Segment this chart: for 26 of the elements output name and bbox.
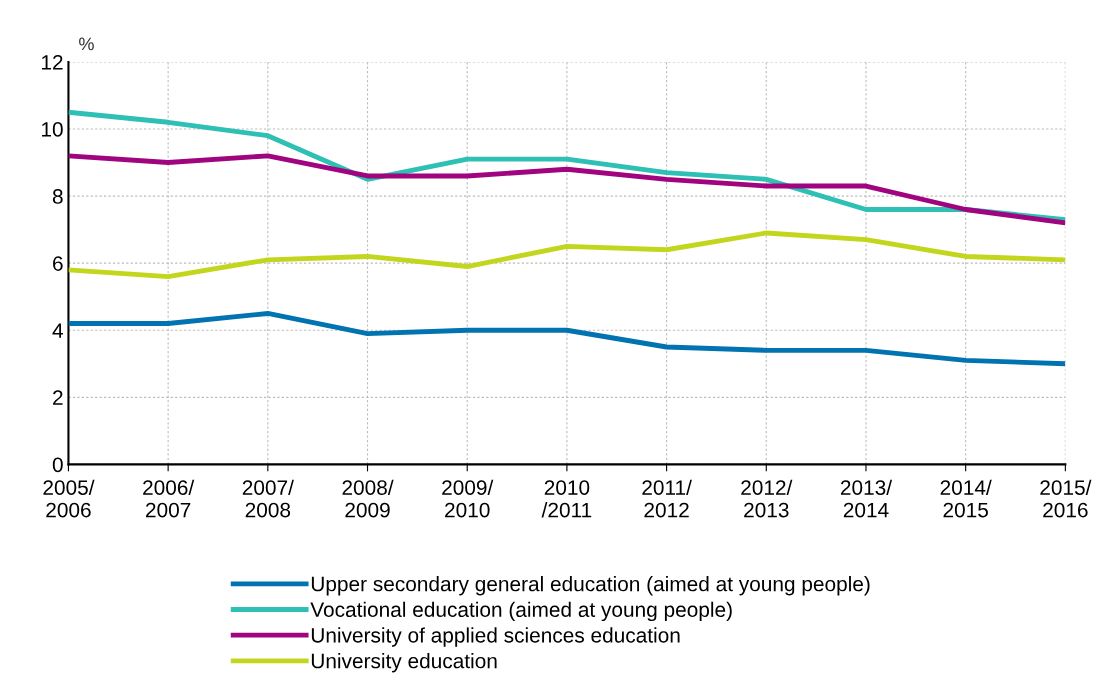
line-series bbox=[68, 311, 1066, 367]
y-tick-label: 8 bbox=[52, 189, 63, 204]
y-tick-label: 2 bbox=[53, 390, 63, 405]
y-tick-label: 12 bbox=[42, 54, 63, 70]
y-tick-label: 4 bbox=[52, 323, 63, 338]
x-tick-label: 2013/ 2014 bbox=[840, 479, 893, 518]
y-tick-label: 10 bbox=[42, 122, 63, 137]
x-tick-label: 2015/ 2016 bbox=[1040, 479, 1092, 518]
x-tick-label: 2014/ 2015 bbox=[940, 479, 992, 518]
legend-label: Upper secondary general education (aimed at young people) bbox=[311, 576, 870, 596]
x-tick-label: 2005/ 2006 bbox=[43, 479, 95, 518]
line-series bbox=[68, 153, 1066, 226]
y-tick-label: 0 bbox=[52, 457, 63, 473]
x-tick-label: 2011/ 2012 bbox=[642, 479, 692, 518]
legend-label: University of applied sciences education bbox=[311, 627, 680, 647]
x-tick-label: 2012/ 2013 bbox=[741, 479, 793, 518]
y-tick-label: 6 bbox=[53, 256, 63, 271]
x-tick-label: 2008/ 2009 bbox=[342, 479, 394, 518]
legend-label: Vocational education (aimed at young people) bbox=[310, 601, 732, 622]
x-tick-label: 2010 /2011 bbox=[541, 480, 592, 518]
y-axis-title: % bbox=[79, 37, 94, 51]
legend-label: University education bbox=[311, 653, 497, 673]
x-tick-label: 2009/ 2010 bbox=[442, 479, 494, 518]
x-tick-label: 2006/ 2007 bbox=[143, 479, 195, 518]
line-series bbox=[68, 230, 1066, 280]
x-tick-label: 2007/ 2008 bbox=[242, 479, 294, 518]
